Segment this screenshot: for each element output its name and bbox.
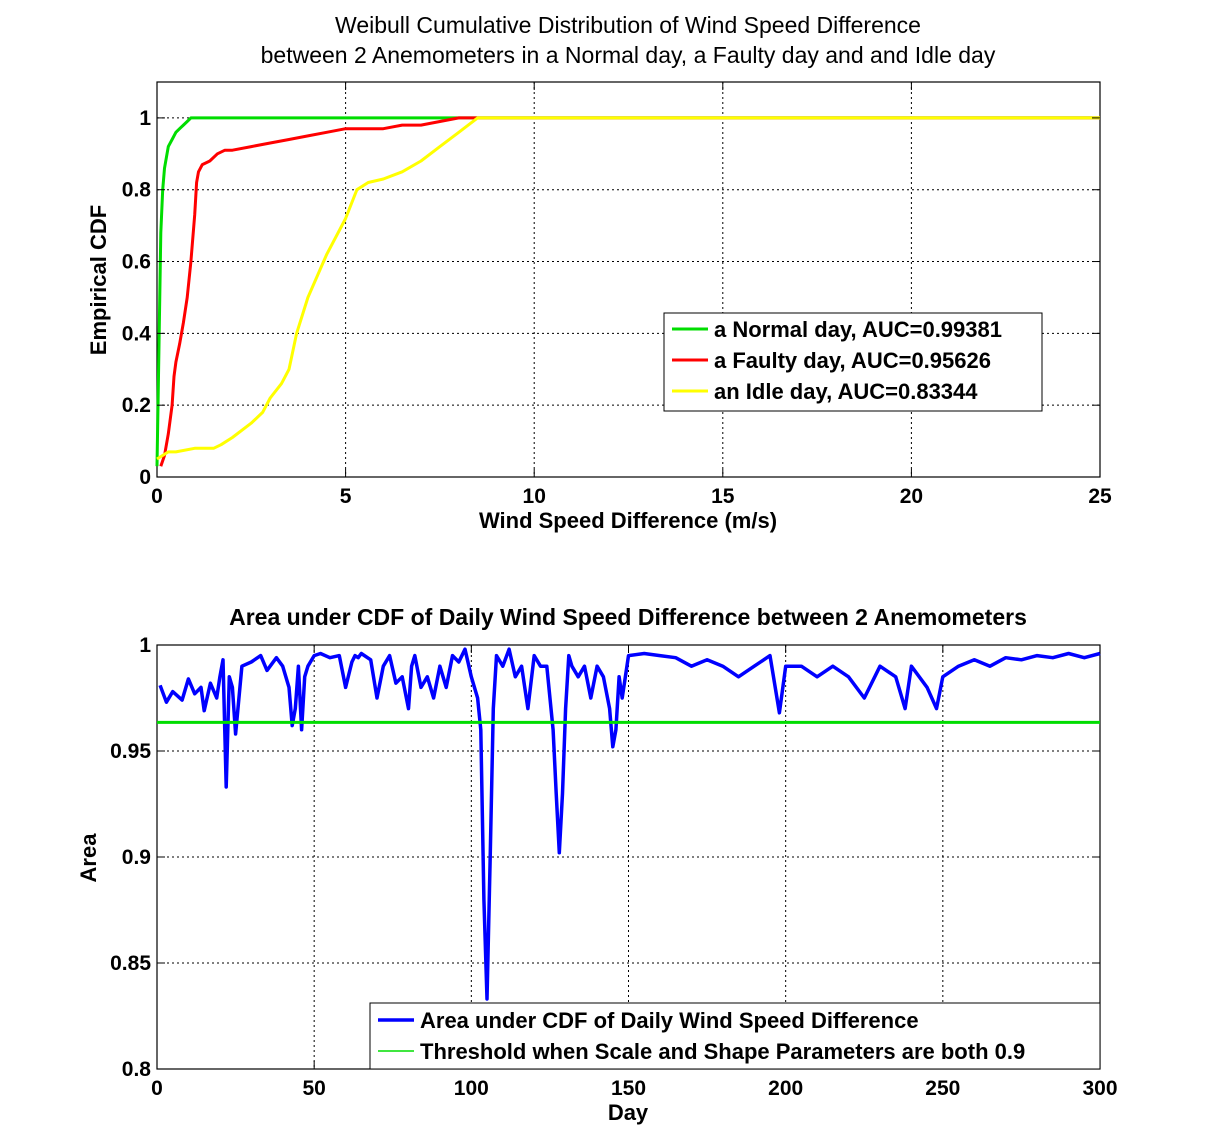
- cdf-series-line-3: [156, 116, 1100, 461]
- area-y-tick-label: 0.85: [110, 952, 151, 975]
- area-y-axis-label: Area: [76, 833, 101, 883]
- area-legend-label-2: Threshold when Scale and Shape Parameter…: [420, 1039, 1025, 1064]
- cdf-x-tick-labels: 0 5 10 15 20 25: [151, 82, 1112, 508]
- area-grid: [157, 645, 1100, 1069]
- area-x-tick-label: 150: [611, 1077, 646, 1100]
- cdf-x-tick-label: 0: [151, 485, 163, 508]
- area-series-line-1: [158, 647, 1101, 1001]
- area-x-tick-label: 250: [925, 1077, 960, 1100]
- cdf-plot-area: [156, 81, 1101, 478]
- cdf-legend-label-3: an Idle day, AUC=0.83344: [714, 379, 978, 404]
- cdf-series-group: [155, 116, 1100, 467]
- cdf-legend-box: [663, 312, 1043, 412]
- cdf-series-line-2: [159, 116, 1100, 467]
- cdf-chart: Weibull Cumulative Distribution of Wind …: [86, 12, 1112, 533]
- area-legend-box: [369, 1002, 1101, 1070]
- cdf-legend: a Normal day, AUC=0.99381 a Faulty day, A…: [663, 312, 1043, 412]
- area-x-tick-label: 0: [151, 1077, 163, 1100]
- area-chart: Area under CDF of Daily Wind Speed Diffe…: [76, 604, 1118, 1125]
- area-legend: Area under CDF of Daily Wind Speed Diffe…: [369, 1002, 1101, 1070]
- cdf-y-tick-label: 0.6: [122, 251, 151, 274]
- cdf-y-tick-labels: 0 0.2 0.4 0.6 0.8 1: [122, 107, 1100, 489]
- cdf-x-tick-label: 15: [711, 485, 735, 508]
- area-legend-label-1: Area under CDF of Daily Wind Speed Diffe…: [420, 1008, 919, 1033]
- area-x-axis-label: Day: [608, 1100, 649, 1125]
- cdf-y-tick-label: 0.2: [122, 394, 151, 417]
- area-chart-title: Area under CDF of Daily Wind Speed Diffe…: [229, 604, 1027, 630]
- cdf-chart-title-line-2: between 2 Anemometers in a Normal day, a…: [261, 42, 996, 68]
- cdf-x-tick-label: 25: [1088, 485, 1112, 508]
- cdf-y-tick-label: 0: [139, 466, 151, 489]
- cdf-x-tick-label: 10: [523, 485, 546, 508]
- area-x-tick-labels: 0 50 100 150 200 250 300: [151, 645, 1118, 1100]
- cdf-legend-label-1: a Normal day, AUC=0.99381: [714, 317, 1002, 342]
- cdf-series-line-1: [155, 116, 1100, 467]
- area-y-tick-label: 0.8: [122, 1058, 152, 1081]
- area-x-tick-label: 100: [454, 1077, 489, 1100]
- area-series-group: [157, 647, 1101, 1001]
- area-x-tick-label: 300: [1082, 1077, 1117, 1100]
- cdf-y-tick-label: 0.8: [122, 179, 152, 202]
- area-x-tick-label: 200: [768, 1077, 803, 1100]
- cdf-x-tick-label: 5: [340, 485, 352, 508]
- cdf-chart-title-line-1: Weibull Cumulative Distribution of Wind …: [335, 12, 921, 38]
- cdf-x-tick-label: 20: [900, 485, 923, 508]
- area-y-tick-labels: 0.8 0.85 0.9 0.95 1: [110, 634, 1100, 1081]
- area-y-tick-label: 1: [139, 634, 151, 657]
- area-x-tick-label: 50: [302, 1077, 325, 1100]
- cdf-y-axis-label: Empirical CDF: [86, 205, 111, 355]
- cdf-y-tick-label: 0.4: [122, 322, 152, 345]
- area-y-tick-label: 0.9: [122, 846, 151, 869]
- area-y-tick-label: 0.95: [110, 740, 151, 763]
- cdf-x-axis-label: Wind Speed Difference (m/s): [479, 508, 777, 533]
- cdf-y-tick-label: 1: [139, 107, 151, 130]
- cdf-legend-label-2: a Faulty day, AUC=0.95626: [714, 348, 991, 373]
